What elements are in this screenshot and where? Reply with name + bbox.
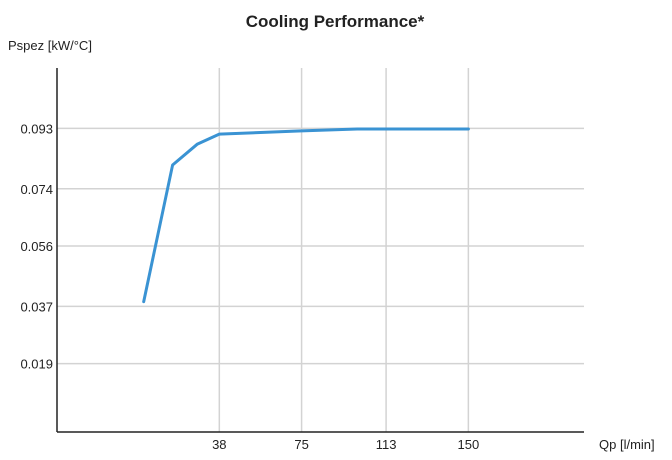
x-axis-label: Qp [l/min] [599,437,655,452]
x-tick-label: 75 [294,437,308,452]
chart-title: Cooling Performance* [246,12,425,31]
y-tick-label: 0.074 [20,182,53,197]
y-tick-label: 0.019 [20,357,53,372]
y-tick-label: 0.093 [20,121,53,136]
y-tick-label: 0.037 [20,299,53,314]
data-series [142,127,470,304]
gridlines [57,68,584,432]
x-tick-label: 38 [212,437,226,452]
y-tick-label: 0.056 [20,239,53,254]
x-tick-label: 113 [376,437,397,452]
x-tick-label: 150 [458,437,480,452]
axes [56,68,584,433]
tick-labels: 0.019 0.037 0.056 0.074 0.093 38 75 113 150 [20,121,479,452]
series-line [142,127,470,304]
y-axis-label: Pspez [kW/°C] [8,38,92,53]
